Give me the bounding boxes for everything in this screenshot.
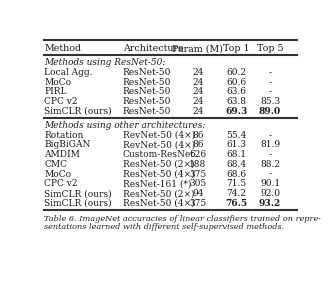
Text: ResNet-50 (4×): ResNet-50 (4×) [123,199,194,208]
Text: 86: 86 [192,131,203,140]
Text: ResNet-50 (4×): ResNet-50 (4×) [123,170,194,179]
Text: 60.2: 60.2 [226,68,246,77]
Text: 69.3: 69.3 [225,107,248,116]
Text: Param (M): Param (M) [172,44,223,53]
Text: 68.1: 68.1 [226,150,246,159]
Text: 93.2: 93.2 [259,199,281,208]
Text: Rotation: Rotation [44,131,84,140]
Text: CPC v2: CPC v2 [44,97,78,106]
Text: 63.8: 63.8 [226,97,246,106]
Text: 188: 188 [189,160,206,169]
Text: Table 6. ImageNet accuracies of linear classifiers trained on repre-: Table 6. ImageNet accuracies of linear c… [44,215,321,223]
Text: ResNet-50: ResNet-50 [123,88,171,96]
Text: -: - [268,170,271,179]
Text: RevNet-50 (4×): RevNet-50 (4×) [123,131,195,140]
Text: 61.3: 61.3 [226,140,246,150]
Text: 68.4: 68.4 [226,160,246,169]
Text: 24: 24 [192,88,203,96]
Text: 63.6: 63.6 [226,88,246,96]
Text: CPC v2: CPC v2 [44,179,78,188]
Text: ResNet-50: ResNet-50 [123,97,171,106]
Text: ResNet-50: ResNet-50 [123,68,171,77]
Text: 24: 24 [192,68,203,77]
Text: 81.9: 81.9 [260,140,280,150]
Text: 90.1: 90.1 [260,179,280,188]
Text: ResNet-50 (2×): ResNet-50 (2×) [123,160,194,169]
Text: 85.3: 85.3 [260,97,280,106]
Text: 55.4: 55.4 [226,131,247,140]
Text: 68.6: 68.6 [226,170,246,179]
Text: Methods using ResNet-50:: Methods using ResNet-50: [44,58,166,67]
Text: 375: 375 [189,199,206,208]
Text: CMC: CMC [44,160,67,169]
Text: 24: 24 [192,107,203,116]
Text: BigBiGAN: BigBiGAN [44,140,91,150]
Text: 24: 24 [192,97,203,106]
Text: Architecture: Architecture [123,44,183,53]
Text: Custom-ResNet: Custom-ResNet [123,150,195,159]
Text: ResNet-50: ResNet-50 [123,78,171,87]
Text: MoCo: MoCo [44,78,71,87]
Text: -: - [268,131,271,140]
Text: 92.0: 92.0 [260,189,280,198]
Text: SimCLR (ours): SimCLR (ours) [44,107,112,116]
Text: 305: 305 [189,179,206,188]
Text: Method: Method [44,44,81,53]
Text: -: - [268,68,271,77]
Text: 88.2: 88.2 [260,160,280,169]
Text: 71.5: 71.5 [226,179,247,188]
Text: 375: 375 [189,170,206,179]
Text: SimCLR (ours): SimCLR (ours) [44,199,112,208]
Text: 74.2: 74.2 [226,189,246,198]
Text: 86: 86 [192,140,203,150]
Text: PIRL: PIRL [44,88,67,96]
Text: ResNet-161 (*): ResNet-161 (*) [123,179,191,188]
Text: 60.6: 60.6 [226,78,246,87]
Text: 94: 94 [192,189,203,198]
Text: -: - [268,78,271,87]
Text: sentations learned with different self-supervised methods.: sentations learned with different self-s… [44,224,284,232]
Text: ResNet-50: ResNet-50 [123,107,171,116]
Text: AMDIM: AMDIM [44,150,80,159]
Text: ResNet-50 (2×): ResNet-50 (2×) [123,189,194,198]
Text: Methods using other architectures:: Methods using other architectures: [44,121,205,130]
Text: 76.5: 76.5 [225,199,247,208]
Text: 89.0: 89.0 [259,107,281,116]
Text: 24: 24 [192,78,203,87]
Text: -: - [268,150,271,159]
Text: -: - [268,88,271,96]
Text: Top 5: Top 5 [257,44,283,53]
Text: Top 1: Top 1 [223,44,250,53]
Text: RevNet-50 (4×): RevNet-50 (4×) [123,140,195,150]
Text: MoCo: MoCo [44,170,71,179]
Text: 626: 626 [189,150,206,159]
Text: SimCLR (ours): SimCLR (ours) [44,189,112,198]
Text: Local Agg.: Local Agg. [44,68,93,77]
